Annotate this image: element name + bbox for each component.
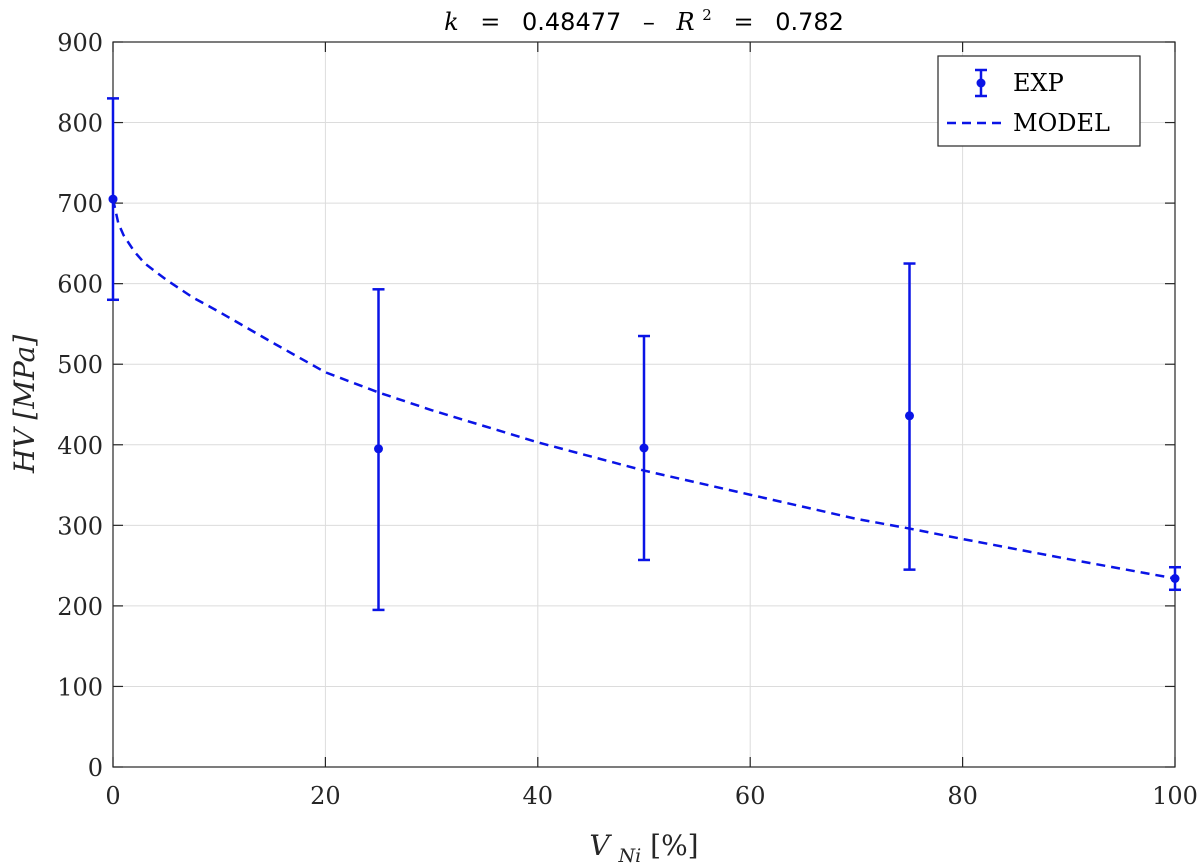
x-tick-label: 100 [1152,782,1198,810]
exp-point [1169,565,1181,592]
grid [113,42,1175,767]
title-r-symbol: R [676,8,695,36]
title-eq-2: = [733,8,753,36]
exp-point [107,97,119,302]
x-label-unit: [%] [650,829,698,862]
data-point [374,444,383,454]
y-tick-label: 300 [57,512,103,540]
y-axis-label: HV [MPa] [8,335,41,474]
legend-model-label: MODEL [1013,109,1110,137]
y-tick-label: 700 [57,190,103,218]
data-point [639,443,649,453]
x-label-main: V [589,829,612,862]
exp-point [372,288,385,612]
title-r-value: 0.782 [775,8,844,36]
exp-series [107,97,1181,612]
y-tick-label: 0 [88,754,103,782]
legend-exp-marker [975,68,987,98]
x-tick-label: 80 [947,782,978,810]
title-r-power: 2 [702,6,712,24]
x-tick-label: 0 [105,782,120,810]
y-tick-label: 500 [57,351,103,379]
exp-point [638,334,650,562]
title-k-value: 0.48477 [522,8,621,36]
y-tick-label: 400 [57,432,103,460]
title-eq-1: = [480,8,500,36]
y-tick-label: 200 [57,593,103,621]
exp-point [903,262,916,571]
y-tick-label: 900 [57,29,103,57]
data-point [905,411,914,421]
y-tick-label: 800 [57,110,103,138]
x-tick-label: 40 [523,782,554,810]
x-tick-label: 60 [735,782,766,810]
y-tick-label: 600 [57,271,103,299]
title-k-symbol: k [444,8,459,36]
legend-exp-label: EXP [1013,69,1064,97]
y-tick-label: 100 [57,673,103,701]
ticks: 0 20 40 60 80 100 0 100 200 300 400 500 600 700 800 900 [57,29,1198,810]
data-point [108,194,118,204]
x-tick-label: 20 [310,782,341,810]
x-axis-label: V Ni [%] [589,829,698,865]
chart-title: k = 0.48477 – R 2 = 0.782 [444,0,844,36]
legend-box [937,55,1141,147]
x-label-sub: Ni [618,845,642,865]
legend: EXP MODEL [937,55,1141,147]
plot-frame [112,41,1176,768]
data-point [1170,574,1180,583]
title-separator: – [643,8,655,36]
